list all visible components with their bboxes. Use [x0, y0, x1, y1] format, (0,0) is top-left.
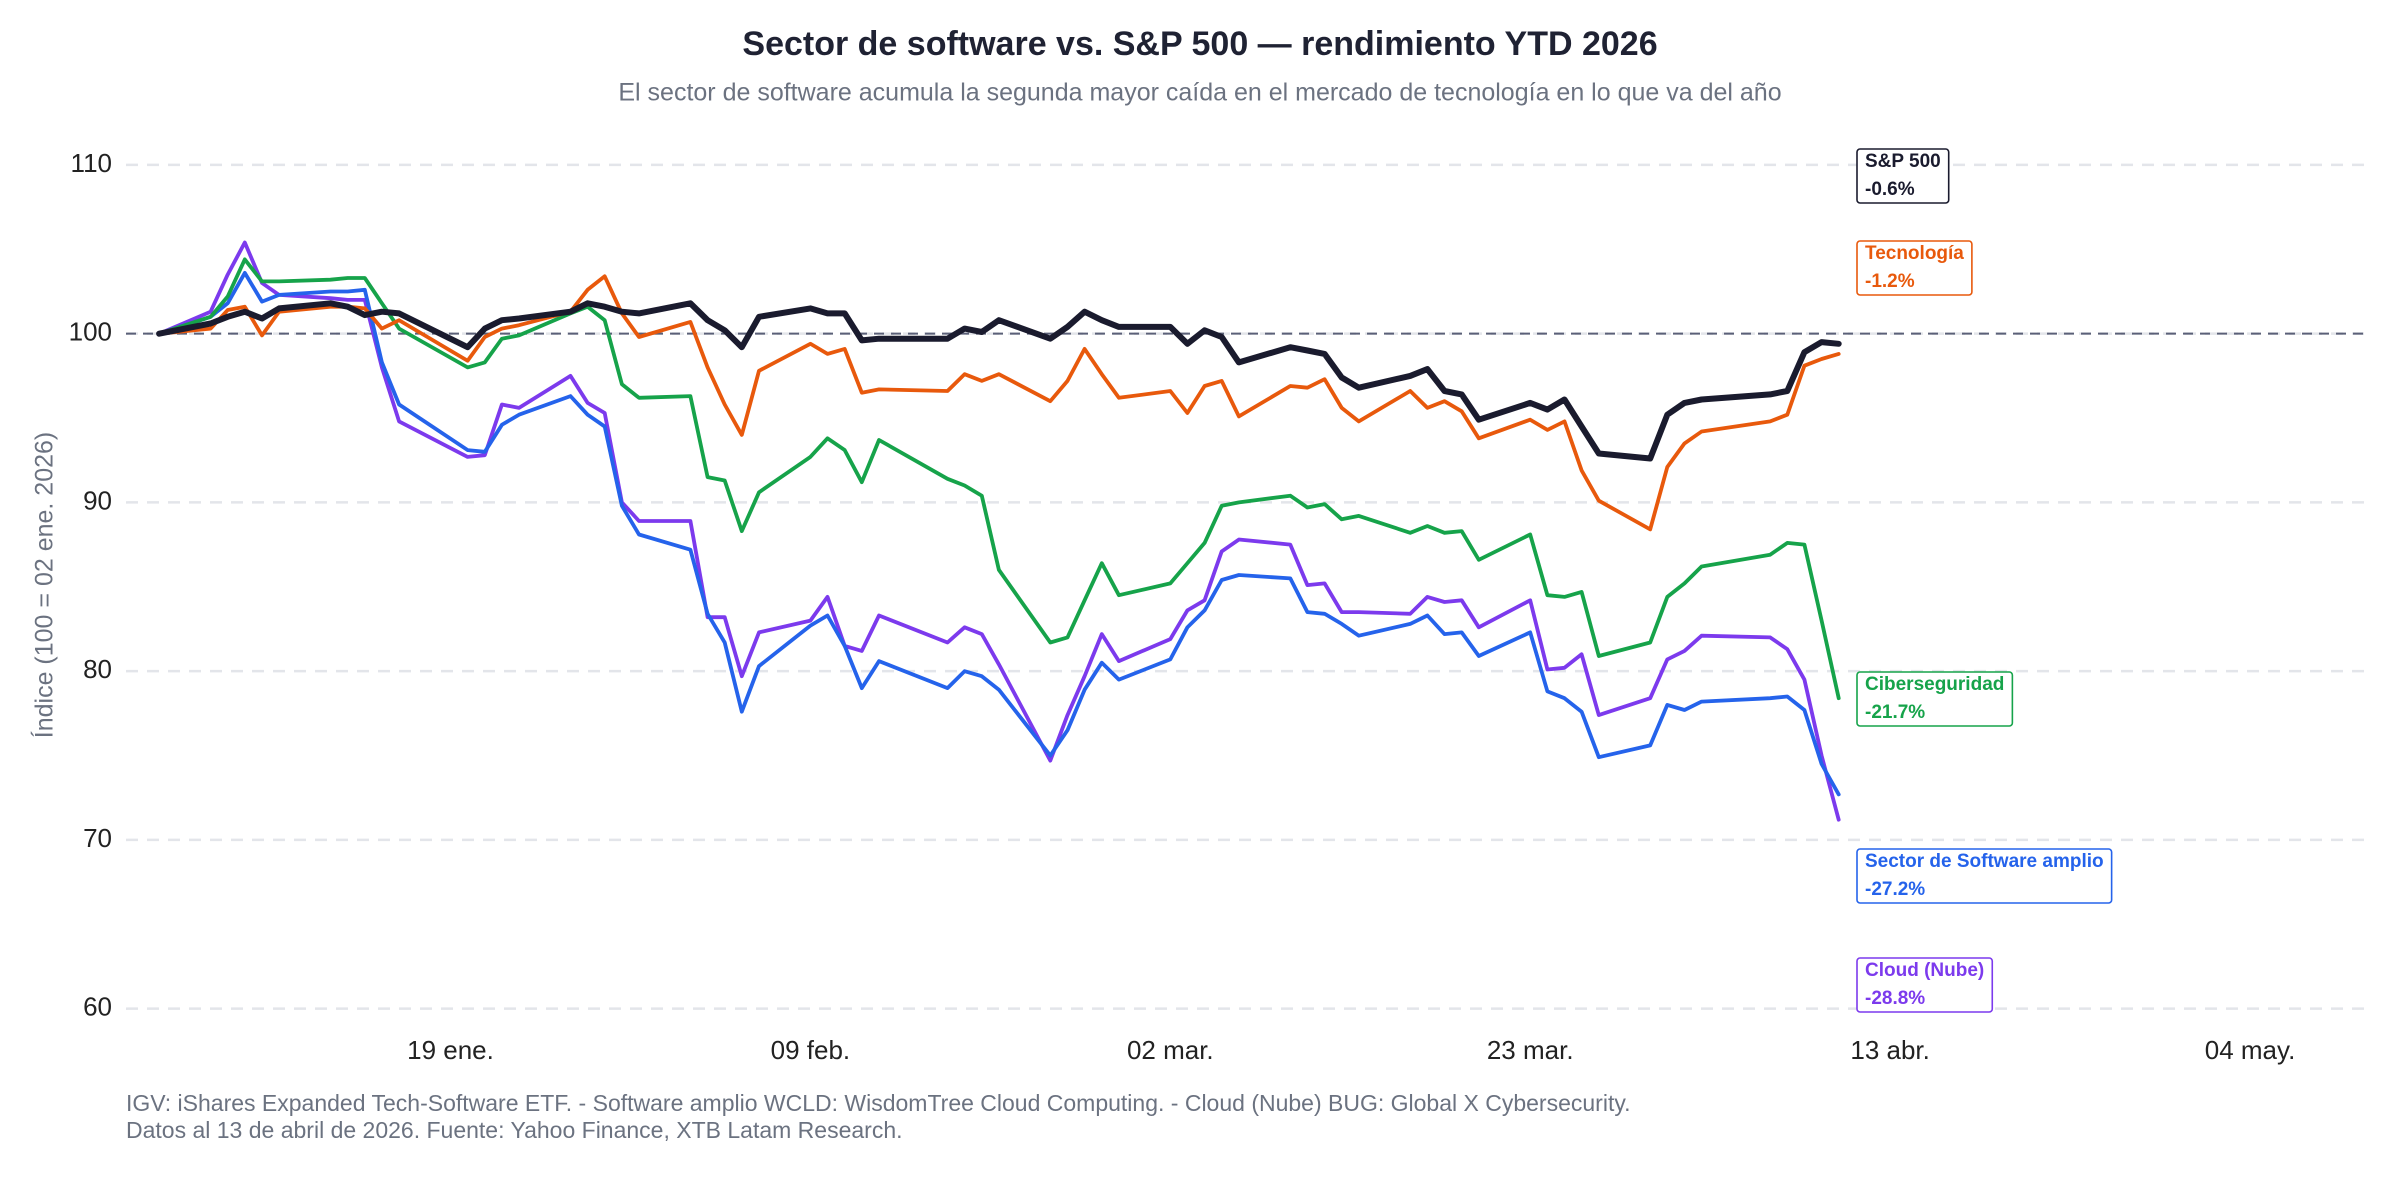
series-line	[157, 257, 1841, 701]
footnote: Datos al 13 de abril de 2026. Fuente: Ya…	[126, 1117, 903, 1143]
series-label: Sector de Software amplio -27.2%	[1856, 848, 2113, 904]
label-box	[1856, 148, 1950, 204]
labels: S&P 500 -0.6% Tecnología -1.2% Cibersegurida…	[1856, 148, 2113, 1013]
grid: 60 70 80 90 100 110 19 ene. 09 feb. 02 mar. 23 ma…	[69, 148, 2369, 1065]
label-box	[1856, 957, 1994, 1013]
change-label: -28.8%	[1865, 988, 1925, 1009]
lines	[156, 240, 1842, 822]
change-label: -0.6%	[1865, 179, 1915, 200]
y-tick-label: 90	[83, 485, 112, 515]
label-box	[1856, 848, 2113, 904]
legend-label: Sector de Software amplio	[1865, 851, 2104, 872]
chart-title: Sector de software vs. S&P 500 — rendimi…	[742, 25, 1657, 63]
chart-subtitle: El sector de software acumula la segunda…	[618, 79, 1781, 107]
change-label: -27.2%	[1865, 879, 1925, 900]
y-tick-label: 80	[83, 654, 112, 684]
series-line	[157, 240, 1841, 822]
y-tick-label: 70	[83, 823, 112, 853]
series-label: S&P 500 -0.6%	[1856, 148, 1950, 204]
series-line	[157, 271, 1841, 797]
x-tick-label: 02 mar.	[1127, 1035, 1214, 1065]
legend-label: S&P 500	[1865, 151, 1941, 172]
label-box	[1856, 671, 2014, 727]
series-line	[156, 300, 1842, 462]
footnote: IGV: iShares Expanded Tech-Software ETF.…	[126, 1090, 1631, 1116]
legend-label: Tecnología	[1865, 243, 1964, 264]
y-tick-label: 110	[71, 148, 112, 178]
x-tick-label: 04 may.	[2205, 1035, 2296, 1065]
series-label: Cloud (Nube) -28.8%	[1856, 957, 1994, 1013]
series-line	[157, 274, 1841, 532]
legend-label: Ciberseguridad	[1865, 674, 2004, 695]
x-tick-label: 19 ene.	[407, 1035, 494, 1065]
label-box	[1856, 240, 1973, 296]
y-axis-label: Índice (100 = 02 ene. 2026)	[30, 432, 59, 738]
change-label: -21.7%	[1865, 702, 1925, 723]
y-tick-label: 60	[83, 992, 112, 1022]
series-label: Tecnología -1.2%	[1856, 240, 1973, 296]
x-tick-label: 09 feb.	[771, 1035, 851, 1065]
series-label: Ciberseguridad -21.7%	[1856, 671, 2014, 727]
x-tick-label: 13 abr.	[1850, 1035, 1930, 1065]
x-tick-label: 23 mar.	[1487, 1035, 1574, 1065]
y-tick-label: 100	[69, 317, 112, 347]
legend-label: Cloud (Nube)	[1865, 960, 1984, 981]
change-label: -1.2%	[1865, 271, 1915, 292]
